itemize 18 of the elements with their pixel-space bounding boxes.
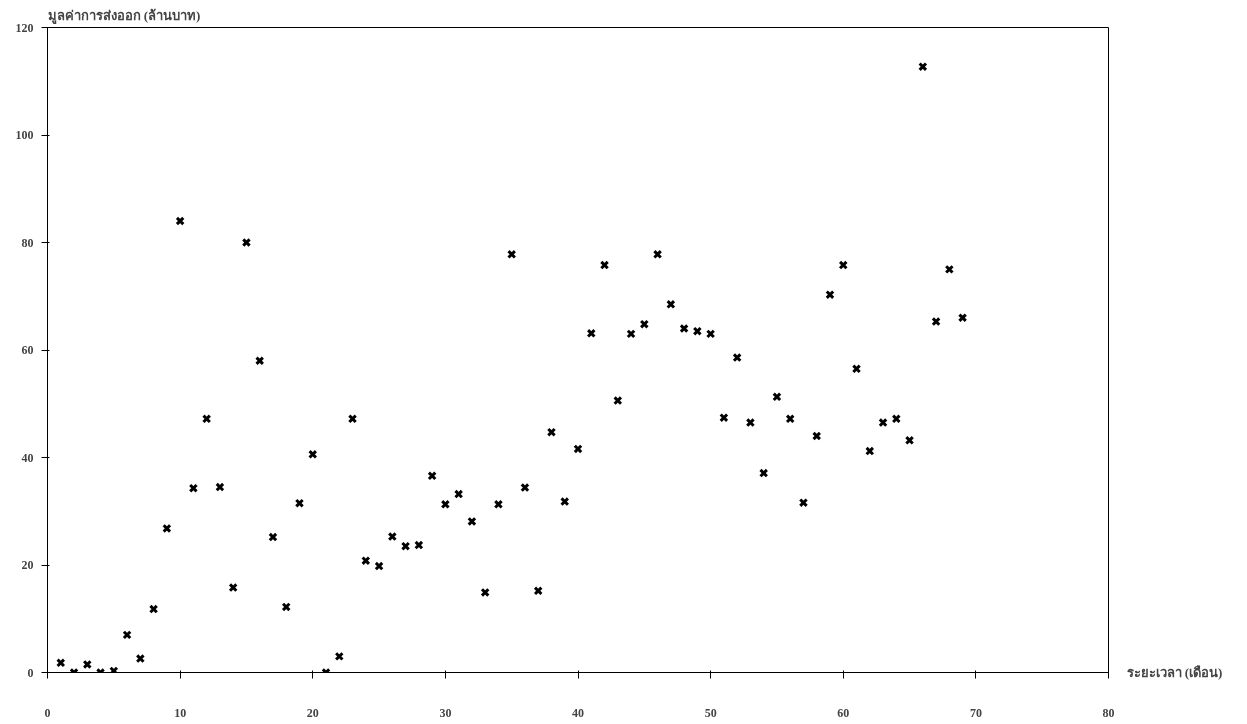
x-tick-label: 40 bbox=[572, 705, 584, 720]
y-tick-label: 100 bbox=[15, 128, 34, 142]
y-axis-title: มูลค่าการส่งออก (ล้านบาท) bbox=[47, 7, 201, 24]
x-tick-label: 0 bbox=[44, 705, 51, 720]
x-tick-label: 10 bbox=[174, 705, 187, 720]
x-tick-label: 50 bbox=[704, 705, 717, 720]
x-tick-label: 60 bbox=[837, 705, 850, 720]
x-axis-title: ระยะเวลา (เดือน) bbox=[1126, 665, 1223, 680]
x-tick-label: 70 bbox=[969, 705, 982, 720]
x-tick-label: 80 bbox=[1102, 705, 1115, 720]
y-tick-label: 120 bbox=[15, 20, 34, 35]
y-tick-label: 0 bbox=[27, 665, 34, 680]
y-tick-label: 80 bbox=[21, 235, 34, 250]
y-tick-label: 20 bbox=[21, 558, 34, 572]
x-tick-label: 30 bbox=[439, 705, 452, 720]
y-tick-label: 40 bbox=[21, 450, 34, 465]
x-tick-label: 20 bbox=[306, 705, 319, 720]
y-tick-label: 60 bbox=[21, 343, 34, 357]
